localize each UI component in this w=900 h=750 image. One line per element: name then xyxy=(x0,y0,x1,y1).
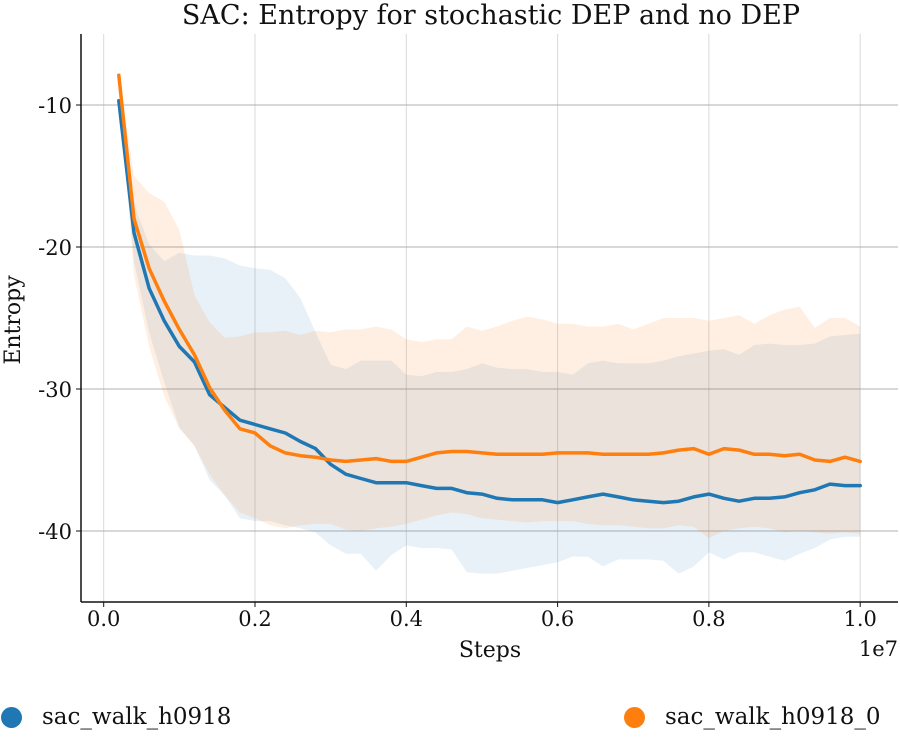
grid-lines xyxy=(81,34,898,602)
y-tick-label: -30 xyxy=(38,378,72,402)
x-tick-label: 0.8 xyxy=(692,607,725,631)
y-tick-label: -20 xyxy=(38,236,72,260)
legend-marker-icon xyxy=(1,706,22,728)
x-tick-label: 0.6 xyxy=(541,607,574,631)
confidence-band-series-2 xyxy=(118,75,861,539)
legend-marker-icon xyxy=(624,706,645,728)
y-tick-label: -10 xyxy=(38,94,72,118)
axes xyxy=(80,34,898,603)
x-tick-label: 0.0 xyxy=(87,607,120,631)
y-axis-ticks: -10 -20 -30 -40 xyxy=(38,94,81,544)
y-axis-label: Entropy xyxy=(1,275,26,365)
entropy-line-chart: SAC: Entropy for stochastic DEP and no D… xyxy=(1,0,898,663)
legend-item-series-1: sac_walk_h0918 xyxy=(1,704,231,730)
x-tick-label: 0.4 xyxy=(390,607,423,631)
series-line-2 xyxy=(117,73,862,464)
series-lines xyxy=(117,73,862,505)
x-tick-label: 0.2 xyxy=(238,607,271,631)
series-line-1 xyxy=(117,98,862,505)
legend-label: sac_walk_h0918_0 xyxy=(665,704,881,730)
legend-item-series-2: sac_walk_h0918_0 xyxy=(624,704,881,730)
x-axis-label: Steps xyxy=(459,638,521,663)
legend: sac_walk_h0918 sac_walk_h0918_0 xyxy=(0,704,900,738)
x-axis-offset-label: 1e7 xyxy=(859,637,898,661)
y-tick-label: -40 xyxy=(38,520,72,544)
x-axis-ticks: 0.0 0.2 0.4 0.6 0.8 1.0 xyxy=(87,602,877,631)
chart-title: SAC: Entropy for stochastic DEP and no D… xyxy=(182,0,800,31)
x-tick-label: 1.0 xyxy=(843,607,876,631)
legend-label: sac_walk_h0918 xyxy=(42,704,232,730)
